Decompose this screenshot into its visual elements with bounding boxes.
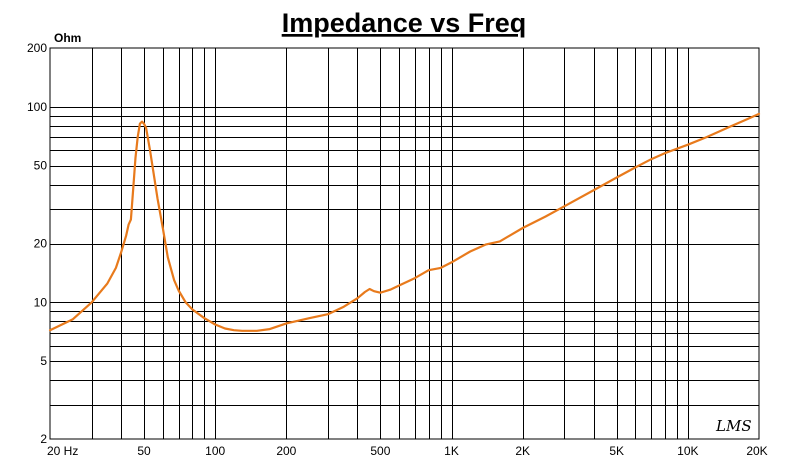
y-tick-label: 100: [27, 100, 47, 114]
y-tick-label: 20: [34, 237, 48, 251]
lms-watermark: LMS: [715, 417, 752, 435]
y-tick-labels: 2 5 10 20 50 100 200: [27, 41, 47, 446]
x-tick-label: 1K: [444, 444, 459, 458]
x-tick-label: 200: [276, 444, 296, 458]
y-tick-label: 50: [34, 159, 48, 173]
y-tick-label: 5: [40, 354, 47, 368]
x-tick-label: 20 Hz: [47, 444, 78, 458]
x-tick-label: 100: [205, 444, 225, 458]
x-tick-label: 500: [370, 444, 390, 458]
x-tick-label: 50: [137, 444, 151, 458]
y-tick-label: 2: [40, 432, 47, 446]
x-tick-labels: 20 Hz 50 100 200 500 1K 2K 5K 10K 20K: [47, 444, 768, 458]
plot-frame: [49, 47, 760, 440]
chart-title: Impedance vs Freq: [282, 8, 527, 38]
minor-gridlines: [50, 48, 759, 439]
impedance-curve: [48, 112, 761, 332]
x-tick-label: 2K: [515, 444, 530, 458]
series-layer: [48, 112, 761, 332]
x-tick-label: 20K: [746, 444, 767, 458]
y-tick-label: 200: [27, 41, 47, 55]
x-tick-label: 5K: [609, 444, 624, 458]
y-tick-label: 10: [34, 295, 48, 309]
x-tick-label: 10K: [677, 444, 698, 458]
y-axis-unit-label: Ohm: [54, 31, 81, 45]
